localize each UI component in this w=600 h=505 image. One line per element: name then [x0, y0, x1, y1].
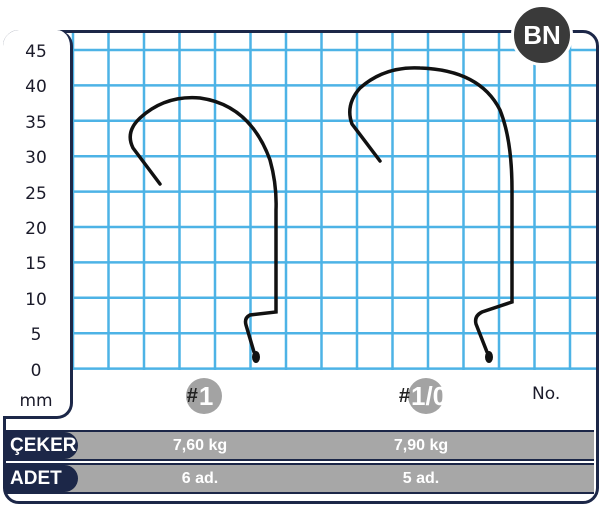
y-axis-tick: 35: [25, 112, 47, 133]
coating-badge: BN: [511, 4, 573, 66]
hook-size-1: [128, 95, 278, 354]
row-adet: ADET 6 ad. 5 ad.: [6, 463, 594, 494]
y-axis-tick: 25: [25, 183, 47, 204]
y-axis-tick: 5: [30, 325, 42, 346]
size-label-1: #1: [180, 378, 222, 414]
y-axis-tick: 10: [25, 289, 47, 310]
row-value: 6 ad.: [181, 470, 219, 487]
row-ceker: ÇEKER 7,60 kg 7,90 kg: [6, 430, 594, 461]
y-axis-tick: 40: [25, 77, 47, 98]
y-axis-tick: 45: [25, 42, 47, 62]
hook-eye-1-0: [485, 351, 493, 363]
hook-size-1-0: [348, 66, 514, 354]
y-axis-tick: 30: [25, 148, 47, 169]
row-value: 7,60 kg: [172, 437, 228, 454]
y-axis-tick: 0: [30, 360, 42, 381]
row-label: ÇEKER: [6, 432, 78, 459]
y-axis-tick: 20: [25, 219, 47, 239]
row-value: 5 ad.: [402, 470, 440, 487]
y-axis-unit: mm: [19, 391, 53, 411]
y-axis-tick: 15: [25, 254, 47, 275]
size-header: No.: [532, 384, 561, 404]
row-label: ADET: [6, 465, 78, 492]
hook-eye-1: [252, 351, 260, 363]
size-label-1-0: #1/0: [398, 378, 448, 414]
y-axis-column: [3, 30, 73, 419]
row-value: 7,90 kg: [393, 437, 449, 454]
